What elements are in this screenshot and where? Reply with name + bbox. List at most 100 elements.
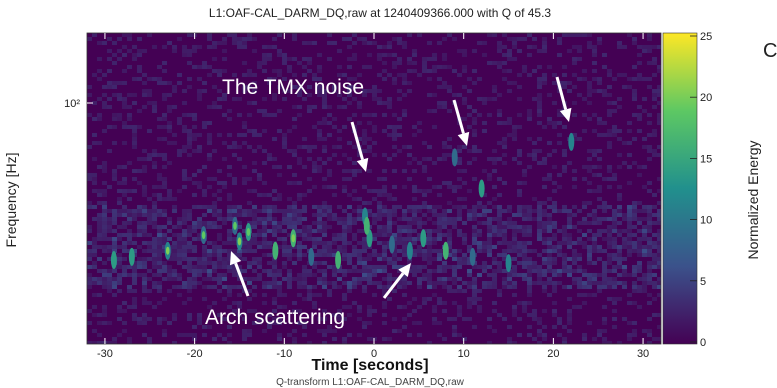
noise-cell [502, 69, 507, 73]
noise-cell [522, 225, 527, 229]
noise-cell [562, 125, 567, 129]
noise-cell [292, 105, 297, 109]
noise-cell [447, 277, 452, 281]
noise-cell [97, 213, 102, 217]
noise-cell [447, 241, 452, 245]
noise-cell [567, 257, 572, 261]
noise-cell [507, 281, 512, 285]
noise-cell [547, 121, 552, 125]
noise-cell [447, 249, 452, 253]
noise-cell [137, 233, 142, 237]
noise-cell [112, 81, 117, 85]
noise-cell [592, 221, 597, 225]
noise-cell [537, 321, 542, 325]
spectrogram-cells [87, 33, 661, 344]
noise-cell [172, 225, 177, 229]
noise-cell [642, 237, 647, 241]
noise-cell [352, 209, 357, 213]
noise-cell [607, 269, 612, 273]
noise-cell [612, 281, 617, 285]
noise-cell [427, 57, 432, 61]
noise-cell [632, 269, 637, 273]
noise-cell [547, 141, 552, 145]
noise-cell [192, 333, 197, 337]
noise-cell [642, 285, 647, 289]
noise-cell [647, 221, 652, 225]
noise-cell [127, 113, 132, 117]
noise-cell [222, 317, 227, 321]
noise-cell [177, 285, 182, 289]
noise-cell [487, 253, 492, 257]
noise-cell [552, 125, 557, 129]
noise-cell [272, 225, 277, 229]
noise-cell [587, 101, 592, 105]
noise-cell [242, 141, 247, 145]
noise-cell [272, 233, 277, 237]
noise-cell [642, 209, 647, 213]
noise-cell [547, 245, 552, 249]
noise-cell [657, 245, 661, 249]
noise-cell [417, 225, 422, 229]
noise-cell [512, 221, 517, 225]
noise-cell [212, 269, 217, 273]
noise-cell [407, 61, 412, 65]
noise-cell [587, 285, 592, 289]
noise-cell [582, 245, 587, 249]
noise-cell [262, 113, 267, 117]
noise-cell [537, 269, 542, 273]
noise-cell [497, 177, 502, 181]
noise-cell [297, 241, 302, 245]
noise-cell [402, 277, 407, 281]
noise-cell [92, 33, 97, 37]
noise-cell [467, 89, 472, 93]
noise-cell [627, 273, 632, 277]
noise-cell [112, 221, 117, 225]
noise-cell [172, 233, 177, 237]
noise-cell [237, 41, 242, 45]
noise-cell [267, 325, 272, 329]
noise-cell [437, 281, 442, 285]
noise-cell [617, 105, 622, 109]
noise-cell [277, 229, 282, 233]
noise-cell [522, 261, 527, 265]
noise-cell [522, 309, 527, 313]
noise-cell [412, 237, 417, 241]
noise-cell [142, 229, 147, 233]
noise-cell [517, 301, 522, 305]
noise-cell [262, 205, 267, 209]
noise-cell [202, 61, 207, 65]
noise-cell [312, 245, 317, 249]
noise-cell [367, 209, 372, 213]
x-axis-subtitle: Q-transform L1:OAF-CAL_DARM_DQ,raw [276, 377, 464, 388]
noise-cell [272, 77, 277, 81]
noise-cell [652, 313, 657, 317]
noise-cell [102, 105, 107, 109]
noise-cell [322, 209, 327, 213]
noise-cell [527, 113, 532, 117]
noise-cell [572, 113, 577, 117]
noise-cell [142, 93, 147, 97]
noise-cell [142, 241, 147, 245]
noise-cell [452, 225, 457, 229]
noise-cell [237, 253, 242, 257]
noise-cell [432, 221, 437, 225]
noise-cell [477, 77, 482, 81]
noise-cell [112, 93, 117, 97]
noise-cell [147, 129, 152, 133]
noise-cell [627, 253, 632, 257]
noise-cell [217, 245, 222, 249]
noise-cell [377, 269, 382, 273]
energy-blob-core [291, 234, 296, 243]
noise-cell [382, 233, 387, 237]
noise-cell [152, 221, 157, 225]
noise-cell [502, 145, 507, 149]
noise-cell [497, 93, 502, 97]
noise-cell [212, 149, 217, 153]
noise-cell [157, 225, 162, 229]
noise-cell [327, 329, 332, 333]
noise-cell [422, 249, 427, 253]
noise-cell [517, 97, 522, 101]
noise-cell [427, 205, 432, 209]
noise-cell [387, 297, 392, 301]
noise-cell [447, 217, 452, 221]
